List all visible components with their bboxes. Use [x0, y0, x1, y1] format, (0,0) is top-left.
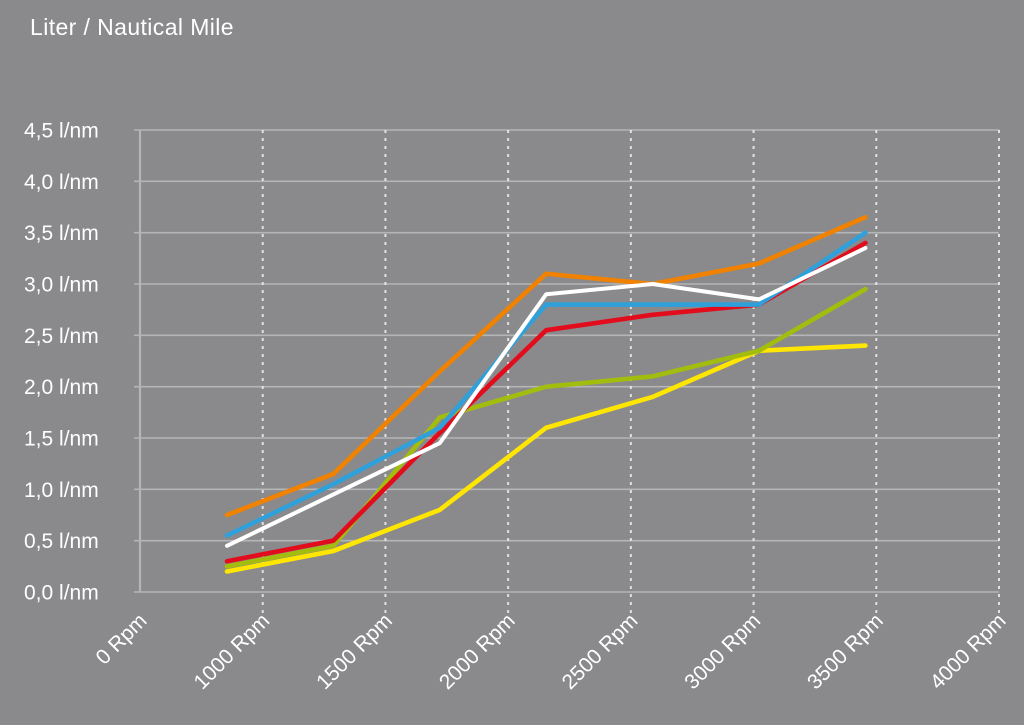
- y-tick-label: 1,0 l/nm: [24, 479, 99, 502]
- x-tick-label: 1500 Rpm: [312, 609, 397, 694]
- y-tick-label: 0,5 l/nm: [24, 530, 99, 553]
- series-line-white-series: [225, 246, 868, 548]
- y-tick-label: 0,0 l/nm: [24, 582, 99, 605]
- y-tick-label: 1,5 l/nm: [24, 428, 99, 451]
- x-tick-label: 3000 Rpm: [680, 609, 765, 694]
- series-line-blue-series: [224, 230, 868, 538]
- y-tick-label: 4,5 l/nm: [24, 120, 99, 143]
- series-line-green-series: [224, 286, 868, 569]
- x-tick-label: 2500 Rpm: [558, 609, 643, 694]
- y-tick-label: 3,0 l/nm: [24, 274, 99, 297]
- y-tick-label: 2,0 l/nm: [24, 376, 99, 399]
- series-line-yellow-series: [224, 343, 868, 574]
- series-line-red-series: [224, 240, 868, 564]
- x-tick-label: 0 Rpm: [92, 609, 152, 669]
- y-tick-label: 4,0 l/nm: [24, 171, 99, 194]
- x-tick-label: 2000 Rpm: [435, 609, 520, 694]
- x-tick-label: 4000 Rpm: [926, 609, 1011, 694]
- chart-title: Liter / Nautical Mile: [30, 14, 234, 40]
- x-tick-label: 3500 Rpm: [803, 609, 888, 694]
- series-line-orange-series: [224, 214, 868, 518]
- x-tick-label: 1000 Rpm: [189, 609, 274, 694]
- y-tick-label: 3,5 l/nm: [24, 222, 99, 245]
- y-tick-label: 2,5 l/nm: [24, 325, 99, 348]
